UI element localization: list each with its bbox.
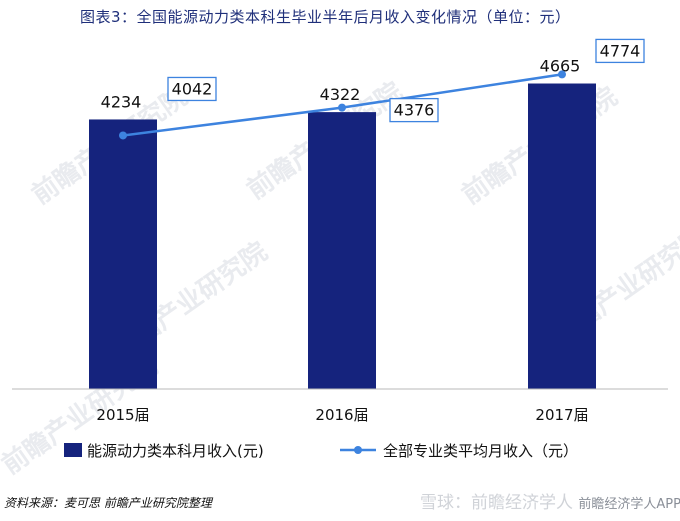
bar-value-label-2: 4322 bbox=[320, 85, 361, 104]
corner-watermark-text: 雪球：前瞻经济学人 bbox=[420, 493, 573, 513]
bar-value-label-1: 4234 bbox=[101, 92, 142, 111]
line-value-label-1: 4042 bbox=[172, 79, 213, 98]
bar-1 bbox=[89, 119, 157, 389]
corner-watermark: 雪球：前瞻经济学人 前瞻经济学人APP bbox=[420, 488, 680, 513]
legend: 能源动力类本科月收入(元) 全部专业类平均月收入（元） bbox=[64, 442, 578, 460]
corner-watermark-small: 前瞻经济学人APP bbox=[578, 497, 680, 512]
line-label-box-3 bbox=[595, 38, 645, 64]
bar-2 bbox=[308, 112, 376, 389]
line-value-label-2: 4376 bbox=[394, 101, 435, 120]
bar-3 bbox=[528, 83, 596, 389]
line-point-2 bbox=[338, 103, 346, 112]
x-tick-label-2: 2016届 bbox=[315, 406, 368, 424]
x-tick-label-3: 2017届 bbox=[535, 406, 588, 424]
bar-value-label-3: 4665 bbox=[540, 57, 581, 76]
line-value-label-3: 4774 bbox=[600, 41, 641, 60]
source-note: 资料来源：麦可思 前瞻产业研究院整理 bbox=[4, 496, 212, 510]
line-label-box-1 bbox=[167, 76, 217, 102]
legend-swatch-marker bbox=[354, 446, 362, 454]
x-tick-labels: 2015届 2016届 2017届 bbox=[96, 406, 588, 424]
line-series: 4042 4376 4774 bbox=[119, 38, 645, 140]
line-point-1 bbox=[119, 131, 127, 140]
x-tick-label-1: 2015届 bbox=[96, 406, 149, 424]
legend-swatch-bar bbox=[64, 443, 82, 457]
line-point-3 bbox=[558, 70, 566, 79]
legend-label-bar: 能源动力类本科月收入(元) bbox=[87, 442, 264, 460]
chart-title: 图表3：全国能源动力类本科生毕业半年后月收入变化情况（单位：元） bbox=[80, 8, 571, 26]
legend-label-line: 全部专业类平均月收入（元） bbox=[383, 442, 578, 460]
line-label-box-2 bbox=[389, 97, 439, 123]
bar-series: 4234 4322 4665 bbox=[89, 57, 596, 389]
